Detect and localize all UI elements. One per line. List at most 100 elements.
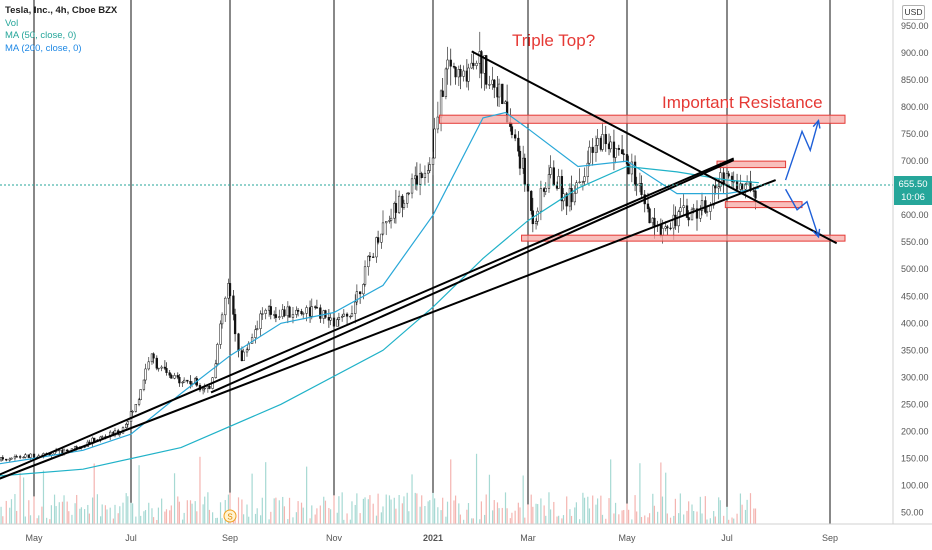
currency-badge[interactable]: USD bbox=[902, 5, 925, 20]
volume-bar bbox=[731, 517, 733, 524]
candle-body bbox=[176, 375, 179, 378]
volume-bar bbox=[631, 519, 633, 524]
volume-bar bbox=[709, 518, 711, 524]
candle-body bbox=[501, 83, 504, 104]
candle-body bbox=[467, 67, 470, 82]
volume-bar bbox=[636, 511, 638, 524]
volume-bar bbox=[424, 506, 426, 524]
candle-body bbox=[526, 183, 530, 192]
volume-bar bbox=[329, 509, 332, 524]
volume-bar bbox=[164, 511, 166, 524]
candle-body bbox=[22, 456, 25, 459]
volume-bar bbox=[349, 519, 351, 524]
moving-averages bbox=[0, 111, 760, 477]
candle-body bbox=[170, 374, 173, 379]
candle-body bbox=[596, 137, 599, 146]
volume-bar bbox=[229, 492, 231, 524]
volume-bar bbox=[76, 494, 78, 524]
volume-bar bbox=[306, 466, 308, 524]
candle-body bbox=[261, 313, 264, 315]
volume-bar bbox=[463, 519, 465, 524]
volume-bar bbox=[100, 516, 102, 524]
trendline bbox=[471, 50, 838, 245]
candle-body bbox=[329, 317, 332, 321]
candle-body bbox=[727, 173, 730, 177]
volume-bar bbox=[733, 518, 735, 524]
volume-bar bbox=[343, 519, 345, 524]
candle-body bbox=[570, 188, 573, 203]
volume-bar bbox=[569, 509, 571, 524]
y-axis[interactable]: 50.00 100.00 150.00 200.00 250.00 300.00 350.0… bbox=[901, 21, 929, 517]
volume-bar bbox=[270, 511, 272, 524]
legend-ma200[interactable]: MA (200, close, 0) bbox=[5, 42, 82, 54]
scenario-arrows bbox=[784, 119, 821, 239]
volume-bar bbox=[311, 505, 313, 524]
support-resistance-zones bbox=[438, 114, 846, 242]
candle-body bbox=[394, 203, 398, 213]
candle-body bbox=[1, 457, 4, 460]
candle-body bbox=[15, 456, 18, 458]
trendlines bbox=[0, 50, 838, 480]
volume-bar bbox=[88, 513, 90, 524]
volume-bar bbox=[71, 514, 73, 524]
volume-bar bbox=[287, 519, 289, 524]
candle-body bbox=[203, 387, 206, 390]
candle-body bbox=[376, 237, 380, 243]
candle-body bbox=[666, 226, 669, 229]
candle-body bbox=[129, 411, 133, 422]
candle-body bbox=[388, 220, 391, 222]
candle-body bbox=[714, 185, 717, 189]
candle-body bbox=[513, 134, 517, 139]
volume-bar bbox=[328, 507, 330, 524]
volume-bar bbox=[652, 493, 654, 524]
y-tick-label: 100.00 bbox=[901, 480, 929, 490]
volume-bar bbox=[595, 504, 597, 524]
volume-bar bbox=[574, 507, 576, 524]
volume-bar bbox=[660, 462, 662, 524]
earnings-event-marker[interactable]: S bbox=[223, 509, 237, 523]
candle-body bbox=[431, 157, 435, 165]
scenario-arrowhead bbox=[812, 119, 821, 129]
volume-bar bbox=[511, 512, 513, 524]
y-tick-label: 500.00 bbox=[901, 264, 929, 274]
volume-bar bbox=[288, 497, 291, 524]
volume-bar bbox=[639, 463, 641, 524]
volume-bar bbox=[140, 515, 142, 524]
candle-body bbox=[690, 208, 694, 221]
volume-bar bbox=[640, 516, 643, 524]
volume-bar bbox=[55, 506, 57, 524]
symbol-label[interactable]: Tesla, Inc., 4h, Cboe BZX bbox=[5, 5, 118, 16]
volume-bar bbox=[479, 519, 481, 524]
volume-bar bbox=[36, 518, 38, 524]
volume-bar bbox=[319, 505, 321, 524]
volume-bar bbox=[183, 512, 185, 524]
volume-bar bbox=[628, 509, 630, 524]
x-axis[interactable]: May Jul Sep Nov 2021 Mar May Jul Sep bbox=[25, 533, 838, 543]
candle-body bbox=[397, 195, 401, 213]
candle-body bbox=[588, 146, 591, 164]
volume-bar bbox=[377, 493, 379, 524]
volume-bar bbox=[442, 497, 444, 524]
candle-body bbox=[101, 436, 104, 438]
candle-body bbox=[653, 217, 656, 226]
volume-bar bbox=[119, 506, 121, 524]
candle-body bbox=[620, 149, 624, 154]
volume-bar bbox=[416, 493, 418, 524]
volume-bar bbox=[2, 516, 4, 524]
volume-bar bbox=[579, 519, 581, 524]
volume-bar bbox=[152, 517, 155, 524]
volume-bar bbox=[169, 510, 171, 524]
volume-bar bbox=[181, 519, 184, 524]
legend-vol[interactable]: Vol bbox=[5, 17, 19, 29]
candle-body bbox=[549, 167, 552, 175]
volume-bar bbox=[432, 492, 434, 524]
volume-bar bbox=[466, 509, 468, 524]
volume-bar bbox=[545, 515, 547, 524]
candle-body bbox=[134, 404, 137, 412]
legend-ma50[interactable]: MA (50, close, 0) bbox=[5, 30, 77, 41]
volume-bar bbox=[587, 496, 589, 524]
volume-bar bbox=[261, 497, 263, 524]
candle-body bbox=[178, 377, 181, 384]
volume-bar bbox=[96, 494, 98, 524]
